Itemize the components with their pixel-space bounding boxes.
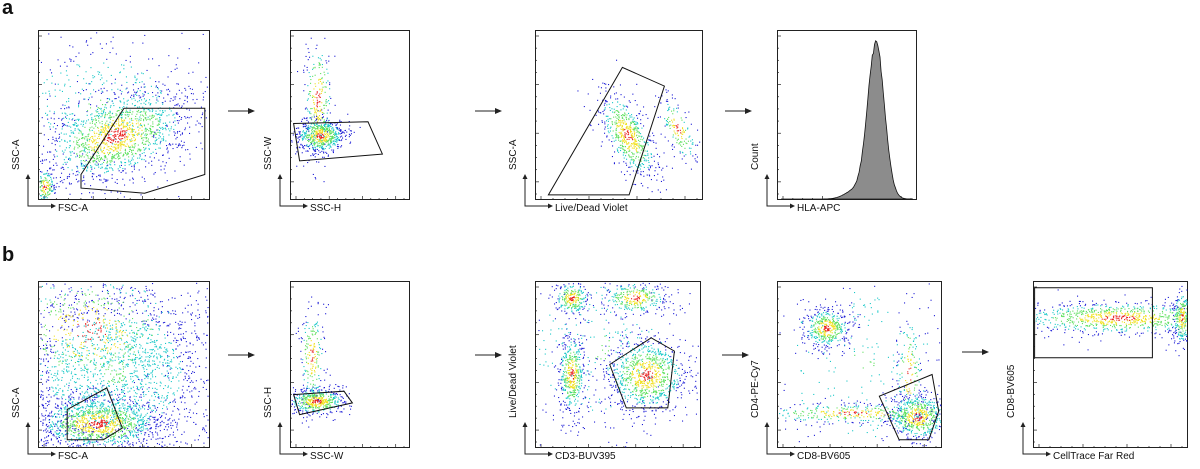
gate-polygon [609, 337, 675, 409]
density-dots [779, 283, 942, 447]
density-dots [291, 37, 361, 183]
y-axis-label: SSC-A [11, 139, 22, 170]
y-axis-label: SSC-A [11, 387, 22, 418]
axis-indicator [522, 174, 553, 209]
axis-indicator [25, 174, 56, 209]
y-axis-label: SSC-W [263, 136, 274, 170]
plot-canvas [290, 30, 410, 200]
density-dots [1035, 285, 1188, 357]
axis-indicator [764, 422, 795, 457]
axis-indicator [1020, 422, 1051, 457]
plot-9 [1033, 281, 1188, 448]
plot-frame [1033, 281, 1188, 448]
density-dots [39, 32, 208, 200]
gating-step-arrow [962, 349, 989, 355]
plot-4 [777, 30, 917, 200]
y-axis-label: Count [750, 143, 761, 170]
plot-7 [535, 281, 701, 448]
histogram [781, 40, 913, 200]
gating-step-arrow [722, 352, 749, 358]
panel-label-a: a [2, 0, 14, 19]
y-axis-label: Live/Dead Violet [508, 345, 519, 418]
y-axis-label: SSC-A [508, 139, 519, 170]
gate-polygon [293, 121, 384, 162]
density-dots [291, 296, 352, 428]
gating-step-arrow [475, 108, 502, 114]
panel-label-b: b [2, 244, 15, 266]
gate-polygon [80, 107, 206, 194]
plot-frame [38, 281, 210, 448]
density-dots [538, 282, 699, 448]
plot-2 [290, 30, 410, 200]
plot-canvas [777, 30, 917, 200]
x-axis-label: CD8-BV605 [797, 451, 851, 462]
gate-polygon [292, 390, 354, 416]
plot-canvas [290, 281, 410, 448]
x-axis-label: CD3-BUV395 [555, 451, 616, 462]
plot-1 [38, 30, 210, 200]
gate-polygon [878, 373, 940, 441]
axis-indicator [25, 422, 56, 457]
plot-frame [777, 30, 917, 200]
plot-canvas [535, 30, 703, 200]
y-axis-label: SSC-H [263, 386, 274, 418]
y-axis-label: CD4-PE-Cy7 [750, 360, 761, 418]
plot-frame [290, 281, 410, 448]
gating-step-arrow [228, 352, 255, 358]
plot-frame [535, 30, 703, 200]
plot-5 [38, 281, 210, 448]
axis-indicator [277, 422, 308, 457]
plot-3 [535, 30, 703, 200]
x-axis-label: SSC-H [310, 203, 342, 214]
gating-step-arrow [725, 108, 752, 114]
plot-canvas [38, 281, 210, 448]
x-axis-label: Live/Dead Violet [555, 203, 628, 214]
plot-canvas [38, 30, 210, 200]
plot-6 [290, 281, 410, 448]
x-axis-label: CellTrace Far Red [1053, 451, 1135, 462]
x-axis-label: FSC-A [58, 451, 88, 462]
gating-step-arrow [475, 352, 502, 358]
x-axis-label: HLA-APC [797, 203, 841, 214]
plot-frame [290, 30, 410, 200]
gating-step-arrow [228, 108, 255, 114]
axis-indicator [277, 174, 308, 209]
density-dots [39, 282, 209, 448]
gate-polygon [1034, 287, 1153, 359]
plot-8 [777, 281, 942, 448]
plot-frame [777, 281, 942, 448]
plot-frame [535, 281, 701, 448]
plot-frame [38, 30, 210, 200]
y-axis-label: CD8-BV605 [1006, 364, 1017, 418]
plot-canvas [1033, 281, 1188, 448]
x-axis-label: SSC-W [310, 451, 344, 462]
gate-polygon [547, 66, 666, 196]
axis-indicator [522, 422, 553, 457]
x-axis-label: FSC-A [58, 203, 88, 214]
axis-indicator [764, 174, 795, 209]
plot-canvas [535, 281, 701, 448]
gate-polygon [66, 387, 123, 441]
plot-canvas [777, 281, 942, 448]
density-dots [577, 59, 701, 193]
